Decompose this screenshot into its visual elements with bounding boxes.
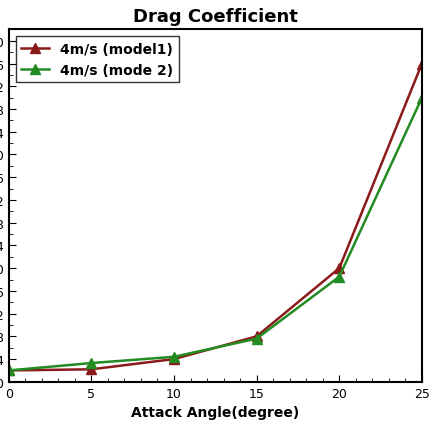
- Line: 4m/s (mode 2): 4m/s (mode 2): [4, 94, 426, 375]
- 4m/s (mode 2): [336, 274, 341, 279]
- 4m/s (model1): [336, 266, 341, 271]
- 4m/s (mode 2): [89, 361, 94, 366]
- 4m/s (model1): [253, 334, 259, 339]
- 4m/s (mode 2): [171, 355, 176, 360]
- 4m/s (model1): [418, 62, 424, 67]
- Legend: 4m/s (model1), 4m/s (mode 2): 4m/s (model1), 4m/s (mode 2): [16, 37, 178, 83]
- 4m/s (mode 2): [253, 336, 259, 342]
- 4m/s (model1): [89, 367, 94, 372]
- 4m/s (mode 2): [6, 368, 11, 373]
- 4m/s (model1): [6, 368, 11, 373]
- 4m/s (mode 2): [418, 96, 424, 101]
- 4m/s (model1): [171, 357, 176, 362]
- Title: Drag Coefficient: Drag Coefficient: [132, 8, 297, 26]
- Line: 4m/s (model1): 4m/s (model1): [4, 59, 426, 375]
- X-axis label: Attack Angle(degree): Attack Angle(degree): [131, 405, 299, 419]
